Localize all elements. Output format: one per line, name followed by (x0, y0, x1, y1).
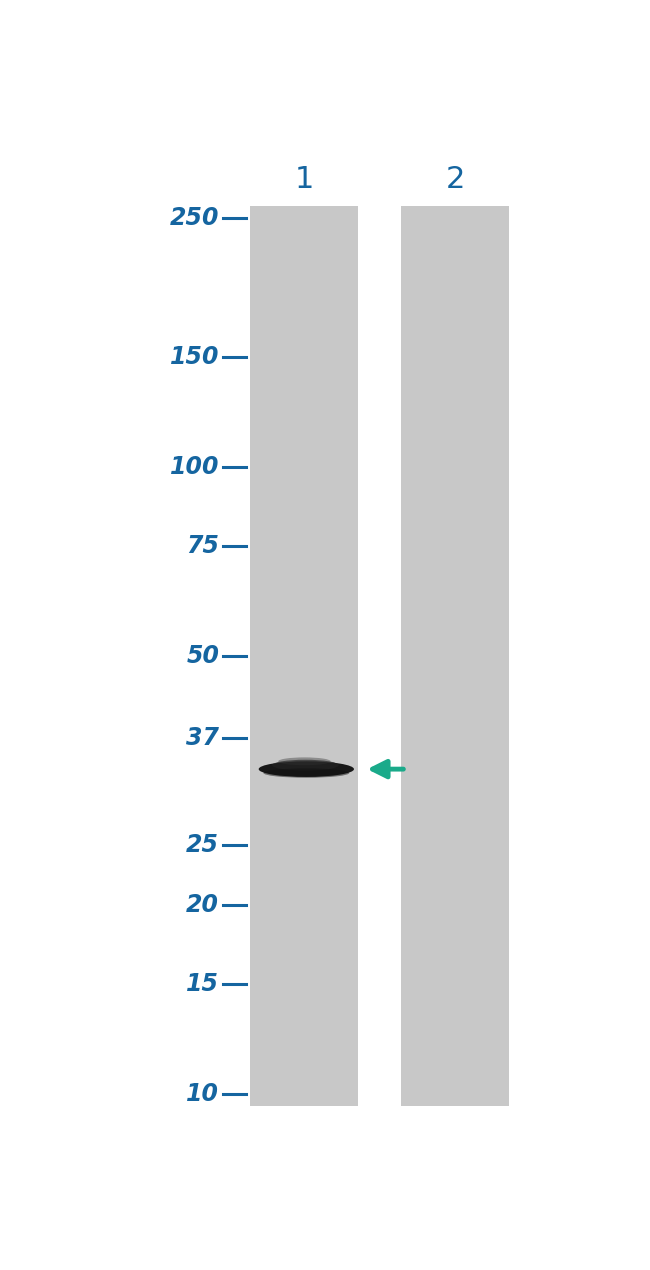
Text: 25: 25 (187, 833, 219, 857)
Ellipse shape (272, 759, 339, 771)
Text: 10: 10 (187, 1082, 219, 1106)
Text: 100: 100 (170, 456, 219, 479)
Text: 75: 75 (187, 533, 219, 558)
Text: 50: 50 (187, 644, 219, 668)
Ellipse shape (263, 768, 349, 777)
Ellipse shape (278, 757, 331, 766)
Text: 15: 15 (187, 972, 219, 996)
Bar (401, 206, 510, 1106)
Text: 37: 37 (187, 726, 219, 751)
Ellipse shape (259, 761, 354, 777)
Text: 2: 2 (446, 165, 465, 194)
Text: 250: 250 (170, 206, 219, 230)
Bar (250, 206, 358, 1106)
Text: 1: 1 (294, 165, 314, 194)
Text: 150: 150 (170, 345, 219, 370)
Text: 20: 20 (187, 893, 219, 917)
